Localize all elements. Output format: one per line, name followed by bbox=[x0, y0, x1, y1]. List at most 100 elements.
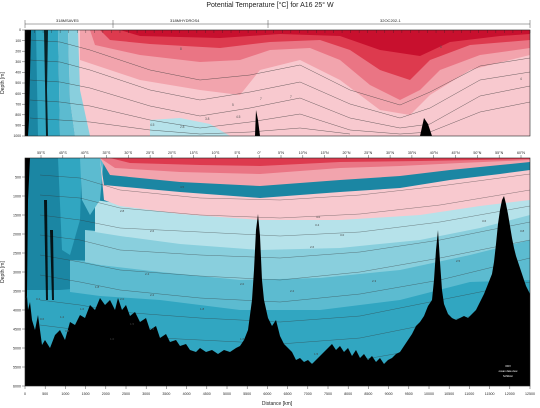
x-tick-label: 6000 bbox=[263, 392, 271, 396]
upper-contour-label: 4.5 bbox=[150, 123, 155, 127]
x-tick-label: 7000 bbox=[304, 392, 312, 396]
upper-contour-label: 7 bbox=[290, 95, 292, 99]
upper-contour-label: 8 bbox=[440, 45, 442, 49]
lower-contour-label: 2.2 bbox=[150, 293, 155, 297]
latitude-tick-label: 10°N bbox=[299, 151, 307, 155]
x-tick-label: 500 bbox=[42, 392, 48, 396]
latitude-tick-label: 30°S bbox=[124, 151, 132, 155]
x-tick-label: 4000 bbox=[183, 392, 191, 396]
x-tick-label: 9000 bbox=[385, 392, 393, 396]
x-tick-label: 6500 bbox=[284, 392, 292, 396]
lower-y-tick-label: 6000 bbox=[13, 384, 21, 388]
x-tick-label: 3000 bbox=[142, 392, 150, 396]
x-tick-label: 5000 bbox=[223, 392, 231, 396]
odv-logo-text: ODV bbox=[505, 364, 511, 368]
lower-y-tick-label: 5500 bbox=[13, 365, 21, 369]
upper-contour-label: 7 bbox=[260, 97, 262, 101]
upper-y-tick-label: 700 bbox=[15, 102, 21, 106]
lower-y-tick-label: 1000 bbox=[13, 194, 21, 198]
lower-contour-label: 0.6 bbox=[40, 317, 45, 321]
upper-y-tick-label: 100 bbox=[15, 39, 21, 43]
lower-contour-label: 2.0 bbox=[120, 297, 125, 301]
lower-contour-label: 2.8 bbox=[120, 209, 125, 213]
latitude-tick-label: 10°S bbox=[212, 151, 220, 155]
lower-contour-label: 3.0 bbox=[340, 233, 345, 237]
lower-y-tick-label: 1500 bbox=[13, 213, 21, 217]
upper-y-tick-label: 0 bbox=[19, 28, 21, 32]
lower-contour-label: 2.6 bbox=[150, 229, 155, 233]
lower-contour-label: 1.6 bbox=[240, 337, 245, 341]
lower-y-axis-label: Depth [m] bbox=[0, 261, 6, 283]
upper-y-tick-label: 1000 bbox=[13, 134, 21, 138]
x-tick-label: 11500 bbox=[485, 392, 495, 396]
lower-contour-label: 2.4 bbox=[145, 272, 150, 276]
upper-panel: 4.5 2.8 3.8 7 4.5 5 7 8 8 4 0 100 200 300 40… bbox=[0, 18, 531, 138]
latitude-tick-label: 20°S bbox=[168, 151, 176, 155]
lower-y-tick-label: 5000 bbox=[13, 346, 21, 350]
x-tick-label: 7500 bbox=[324, 392, 332, 396]
latitude-tick-label: 35°N bbox=[408, 151, 416, 155]
lower-contour-label: 0.8 bbox=[65, 329, 70, 333]
lower-contour-label: 1.6 bbox=[80, 307, 85, 311]
lower-y-tick-label: 500 bbox=[15, 175, 21, 179]
latitude-tick-label: 40°S bbox=[81, 151, 89, 155]
x-tick-label: 12000 bbox=[505, 392, 515, 396]
x-tick-label: 10500 bbox=[444, 392, 454, 396]
latitude-tick-label: 45°S bbox=[59, 151, 67, 155]
lower-y-tick-label: 2000 bbox=[13, 232, 21, 236]
lower-contour-label: 1.8 bbox=[200, 307, 205, 311]
lower-contour-label: 3.4 bbox=[315, 223, 320, 227]
upper-y-tick-label: 200 bbox=[15, 49, 21, 53]
lower-y-tick-label: 3500 bbox=[13, 289, 21, 293]
bathymetry-seafloor bbox=[25, 196, 530, 386]
x-tick-label: 1500 bbox=[82, 392, 90, 396]
lower-contour-label: 4.5 bbox=[180, 185, 185, 189]
upper-y-tick-label: 600 bbox=[15, 92, 21, 96]
x-tick-label: 8500 bbox=[364, 392, 372, 396]
lower-contour-label: 2.3 bbox=[372, 279, 377, 283]
odv-logo-text: ocean data view bbox=[499, 369, 518, 373]
chart-title: Potential Temperature [°C] for A16 25° W bbox=[206, 2, 334, 9]
upper-contour-label: 5 bbox=[232, 103, 234, 107]
latitude-tick-label: 15°N bbox=[321, 151, 329, 155]
latitude-tick-label: 25°S bbox=[146, 151, 154, 155]
lower-contour-label: 1.2 bbox=[60, 315, 65, 319]
latitude-tick-label: 5°N bbox=[278, 151, 284, 155]
upper-y-tick-label: 500 bbox=[15, 81, 21, 85]
lower-contour-label: 1.0 bbox=[110, 337, 115, 341]
x-tick-label: 12500 bbox=[525, 392, 535, 396]
lower-panel: 2.8 2.6 2.4 2.2 2.0 1.8 1.6 1.5 1.4 1.2 … bbox=[0, 151, 535, 407]
x-tick-label: 1000 bbox=[61, 392, 69, 396]
upper-contour-label: 4 bbox=[520, 77, 522, 81]
cruise-label: 318MHYDROS4 bbox=[170, 18, 200, 23]
lower-contour-label: 1.8 bbox=[95, 285, 100, 289]
upper-y-tick-label: 900 bbox=[15, 124, 21, 128]
latitude-tick-label: 55°S bbox=[37, 151, 45, 155]
x-tick-label: 10000 bbox=[424, 392, 434, 396]
lower-y-tick-label: 2500 bbox=[13, 251, 21, 255]
lower-contour-label: 1.5 bbox=[130, 322, 135, 326]
upper-contour-label: 3.8 bbox=[205, 117, 210, 121]
upper-contour-label: 2.8 bbox=[180, 125, 185, 129]
x-tick-label: 11000 bbox=[465, 392, 475, 396]
upper-contour-label: 8 bbox=[180, 47, 182, 51]
lower-y-tick-label: 4500 bbox=[13, 327, 21, 331]
lower-contour-label: 2.6 bbox=[310, 245, 315, 249]
lower-contour-label: 0.4 bbox=[36, 297, 41, 301]
upper-y-axis-label: Depth [m] bbox=[0, 72, 6, 94]
latitude-tick-label: 35°S bbox=[103, 151, 111, 155]
x-tick-label: 2000 bbox=[102, 392, 110, 396]
odv-logo-text: Schlitzer bbox=[503, 374, 513, 378]
lower-y-tick-label: 4000 bbox=[13, 308, 21, 312]
lower-contour-label: 2.2 bbox=[290, 289, 295, 293]
upper-y-tick-label: 300 bbox=[15, 60, 21, 64]
lower-contour-label: 3.6 bbox=[482, 219, 487, 223]
cruise-label: 32OC202-1 bbox=[380, 18, 401, 23]
latitude-tick-label: 50°N bbox=[473, 151, 481, 155]
x-tick-label: 5500 bbox=[243, 392, 251, 396]
x-tick-label: 8000 bbox=[344, 392, 352, 396]
x-tick-label: 3500 bbox=[162, 392, 170, 396]
latitude-tick-label: 25°N bbox=[364, 151, 372, 155]
x-axis-label: Distance [km] bbox=[262, 401, 293, 407]
